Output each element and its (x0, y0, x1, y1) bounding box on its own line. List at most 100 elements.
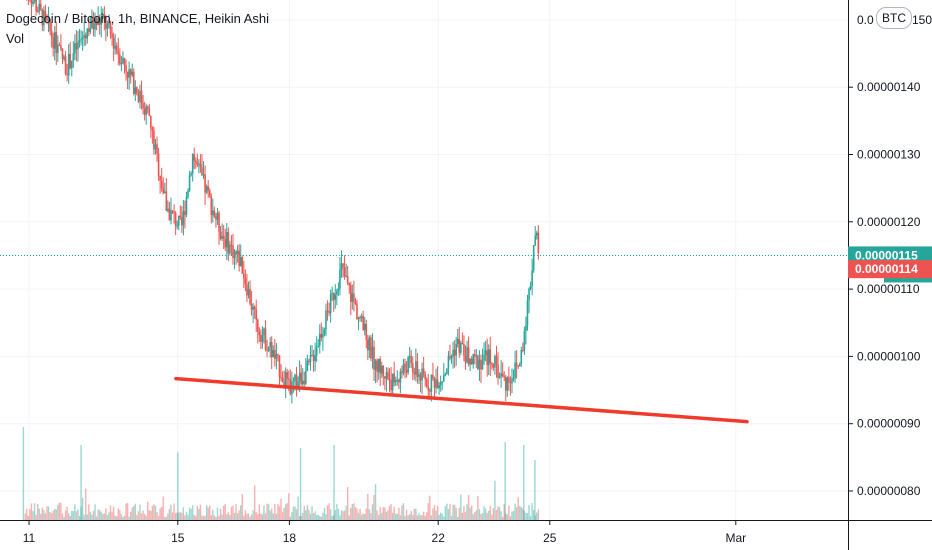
volume-bar (272, 513, 274, 520)
volume-bar (402, 503, 405, 520)
volume-bar (412, 515, 414, 520)
volume-bar (367, 493, 369, 520)
candle-body (303, 380, 306, 384)
candle-body (322, 333, 324, 338)
candle-body (320, 333, 323, 338)
candle-body (379, 358, 382, 374)
volume-bar (353, 503, 355, 520)
candle-body (212, 210, 214, 216)
volume-bar (441, 513, 443, 520)
volume-bar (348, 515, 350, 520)
candle-body (497, 364, 499, 378)
candle-body (64, 56, 67, 75)
volume-bar (395, 513, 397, 520)
volume-bar (351, 504, 354, 520)
candle-body (190, 173, 192, 176)
candle-body (188, 175, 191, 191)
volume-bar (156, 512, 158, 520)
volume-bar (227, 512, 230, 520)
candle-body (532, 245, 535, 271)
candle-body (535, 232, 538, 236)
volume-bar (241, 494, 243, 520)
candle-body (495, 355, 498, 365)
candle-body (306, 360, 309, 371)
volume-bar (523, 510, 526, 520)
candle-body (125, 65, 127, 72)
volume-bar (252, 510, 254, 520)
volume-bar (432, 508, 434, 520)
candle-body (334, 294, 337, 300)
volume-bar (508, 505, 510, 520)
candle-body (201, 167, 203, 176)
candle-body (246, 284, 248, 296)
volume-bar (95, 516, 98, 520)
candle-body (196, 162, 199, 165)
volume-bar (488, 510, 490, 520)
candle-body (105, 17, 107, 29)
candle-body (391, 373, 394, 391)
price-tick-label: 0.00000100 (857, 349, 921, 363)
candle-body (241, 257, 244, 274)
candle-body (81, 37, 84, 39)
volume-bar (274, 503, 276, 520)
candle-body (41, 9, 44, 26)
volume-bar (98, 510, 101, 520)
volume-bar (370, 513, 372, 520)
volume-bar (334, 510, 336, 520)
last-price-tag-bg (848, 246, 932, 265)
candle-body (301, 380, 304, 385)
volume-bar (218, 515, 220, 520)
candle-body (216, 212, 219, 220)
candle-body (30, 0, 33, 5)
candle-body (137, 93, 140, 102)
volume-bar (461, 512, 464, 520)
volume-bar (346, 487, 349, 520)
volume-bar (77, 509, 79, 520)
candle-body (461, 342, 464, 344)
volume-bar (40, 513, 42, 520)
volume-bar (236, 513, 239, 520)
volume-bar (153, 504, 155, 520)
candle-body (61, 48, 64, 60)
volume-bar (511, 511, 513, 520)
candle-body (181, 217, 183, 226)
candle-body (398, 379, 400, 383)
volume-bar (271, 508, 273, 520)
candle-body (390, 380, 392, 391)
volume-bar (173, 503, 175, 520)
volume-bar (32, 511, 34, 520)
candle-body (384, 376, 386, 379)
volume-bar (413, 509, 416, 520)
volume-bar (171, 512, 174, 520)
candle-body (222, 235, 225, 239)
volume-bar (484, 508, 487, 520)
candle-body (132, 71, 135, 94)
volume-bar (429, 495, 431, 520)
candle-body (33, 0, 36, 2)
volume-bar (328, 503, 330, 520)
candle-body (411, 363, 414, 373)
candle-body (343, 267, 346, 277)
candle-body (506, 377, 509, 391)
candle-body (112, 37, 115, 49)
volume-bar (495, 509, 498, 520)
volume-bar (246, 513, 248, 520)
price-tick-label: 0.00000110 (857, 282, 920, 296)
volume-bar (391, 512, 394, 520)
volume-bar (517, 497, 519, 520)
time-tick-label: Mar (725, 531, 746, 545)
volume-bar (280, 498, 282, 520)
volume-bar (74, 504, 76, 520)
volume-bar (209, 505, 211, 520)
candle-body (123, 57, 126, 66)
volume-bar (91, 514, 93, 520)
support-trendline (174, 376, 749, 424)
volume-bar (435, 510, 437, 520)
candle-body (239, 257, 242, 267)
volume-bar (100, 511, 102, 520)
volume-bar (421, 514, 423, 520)
currency-badge[interactable]: BTC (876, 7, 912, 29)
volume-bar (329, 509, 332, 520)
